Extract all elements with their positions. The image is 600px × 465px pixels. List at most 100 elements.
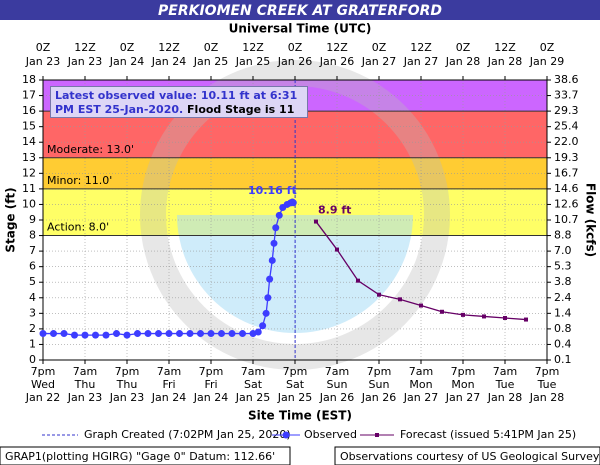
x2-tick-label: Tue: [537, 378, 557, 391]
x2-tick-label: 7pm: [115, 365, 140, 378]
info-box: Latest observed value: 10.11 ft at 6:31 …: [50, 86, 308, 118]
forecast-point: [461, 312, 465, 317]
x-tick-label: 0Z: [540, 41, 555, 54]
x2-tick-label: Fri: [162, 378, 175, 391]
y-tick-label: 0: [29, 353, 36, 366]
observed-point: [270, 239, 278, 247]
x2-tick-label: Jan 24: [151, 391, 186, 404]
legend-label: Graph Created (7:02PM Jan 25, 2020): [84, 428, 291, 441]
x2-tick-label: Sun: [327, 378, 348, 391]
forecast-point: [356, 278, 360, 283]
x-tick-label: Jan 28: [487, 55, 522, 68]
x2-tick-label: 7am: [241, 365, 265, 378]
x-tick-label: Jan 26: [277, 55, 312, 68]
x-axis-title-top: Universal Time (UTC): [229, 22, 372, 36]
y2-tick-label: 0.4: [554, 337, 572, 350]
x2-tick-label: Jan 28: [487, 391, 522, 404]
x-tick-label: 12Z: [158, 41, 180, 54]
x2-tick-label: Jan 28: [529, 391, 564, 404]
forecast-point: [524, 317, 528, 322]
x-tick-label: 0Z: [204, 41, 219, 54]
legend-label: Observed: [304, 428, 357, 441]
observed-point: [71, 331, 78, 339]
observed-point: [239, 330, 246, 338]
x-tick-label: 0Z: [456, 41, 471, 54]
forecast-point: [398, 297, 402, 302]
forecast-point: [482, 314, 486, 319]
x-tick-label: Jan 26: [319, 55, 354, 68]
forecast-point: [314, 219, 318, 224]
x2-tick-label: Thu: [74, 378, 96, 391]
x-tick-label: 0Z: [372, 41, 387, 54]
y-tick-label: 14: [22, 135, 36, 148]
x2-tick-label: 7am: [73, 365, 97, 378]
y2-tick-label: 7.0: [554, 244, 572, 257]
flood-label: Minor: 11.0': [47, 174, 112, 187]
y-tick-label: 4: [29, 291, 36, 304]
y-tick-label: 7: [29, 244, 36, 257]
y2-tick-label: 0.8: [554, 322, 572, 335]
x2-tick-label: Jan 23: [109, 391, 144, 404]
x-tick-label: 12Z: [74, 41, 96, 54]
footer-left: GRAP1(plotting HGIRG) "Gage 0" Datum: 11…: [5, 450, 275, 463]
x2-tick-label: Thu: [116, 378, 138, 391]
x2-tick-label: Wed: [31, 378, 55, 391]
y2-tick-label: 12.6: [554, 197, 579, 210]
x2-tick-label: 7pm: [283, 365, 308, 378]
x-tick-label: 12Z: [494, 41, 516, 54]
y-tick-label: 3: [29, 306, 36, 319]
y2-tick-label: 22.0: [554, 135, 579, 148]
observed-point: [228, 330, 236, 338]
observed-point: [134, 330, 141, 338]
x-tick-label: 12Z: [410, 41, 432, 54]
annotation: 8.9 ft: [318, 204, 351, 217]
y2-tick-label: 5.3: [554, 260, 572, 273]
flood-label: Moderate: 13.0': [47, 143, 134, 156]
y2-tick-label: 29.3: [554, 104, 579, 117]
observed-point: [113, 330, 120, 338]
x2-tick-label: 7pm: [199, 365, 224, 378]
x2-tick-label: Sat: [244, 378, 263, 391]
x-tick-label: Jan 24: [109, 55, 144, 68]
x2-tick-label: Jan 24: [193, 391, 228, 404]
footer-box: [0, 446, 291, 465]
x2-tick-label: Jan 25: [235, 391, 270, 404]
observed-point: [39, 330, 47, 338]
x-tick-label: 12Z: [326, 41, 348, 54]
y2-tick-label: 38.6: [554, 73, 579, 86]
observed-point: [92, 331, 99, 339]
observed-point: [268, 256, 276, 264]
x2-tick-label: Jan 25: [277, 391, 312, 404]
watermark: [177, 215, 413, 333]
observed-point: [123, 331, 131, 339]
annotation: 10.16 ft: [248, 184, 297, 197]
observed-point: [165, 330, 173, 338]
y-tick-label: 18: [22, 73, 36, 86]
observed-point: [289, 199, 297, 207]
footer-box: [334, 446, 600, 465]
x-tick-label: Jan 23: [25, 55, 60, 68]
observed-point: [254, 328, 262, 336]
title-bar: [0, 0, 600, 20]
observed-point: [197, 330, 204, 338]
x2-tick-label: Sun: [369, 378, 390, 391]
x2-tick-label: Mon: [451, 378, 474, 391]
observed-point: [259, 322, 267, 330]
forecast-point: [335, 247, 339, 252]
y-tick-label: 16: [22, 104, 36, 117]
observed-point: [176, 330, 183, 338]
x-tick-label: Jan 25: [235, 55, 270, 68]
y-tick-label: 10: [22, 197, 36, 210]
y-tick-label: 13: [22, 151, 36, 164]
x2-tick-label: 7pm: [367, 365, 392, 378]
y2-tick-label: 8.8: [554, 229, 572, 242]
y2-tick-label: 19.3: [554, 151, 579, 164]
footer-right: Observations courtesy of US Geological S…: [340, 450, 600, 463]
x-tick-label: 0Z: [120, 41, 135, 54]
observed-point: [50, 330, 57, 338]
observed-point: [218, 330, 225, 338]
x-axis-title-bottom: Site Time (EST): [248, 409, 352, 423]
forecast-point: [419, 303, 423, 308]
x2-tick-label: Tue: [495, 378, 515, 391]
